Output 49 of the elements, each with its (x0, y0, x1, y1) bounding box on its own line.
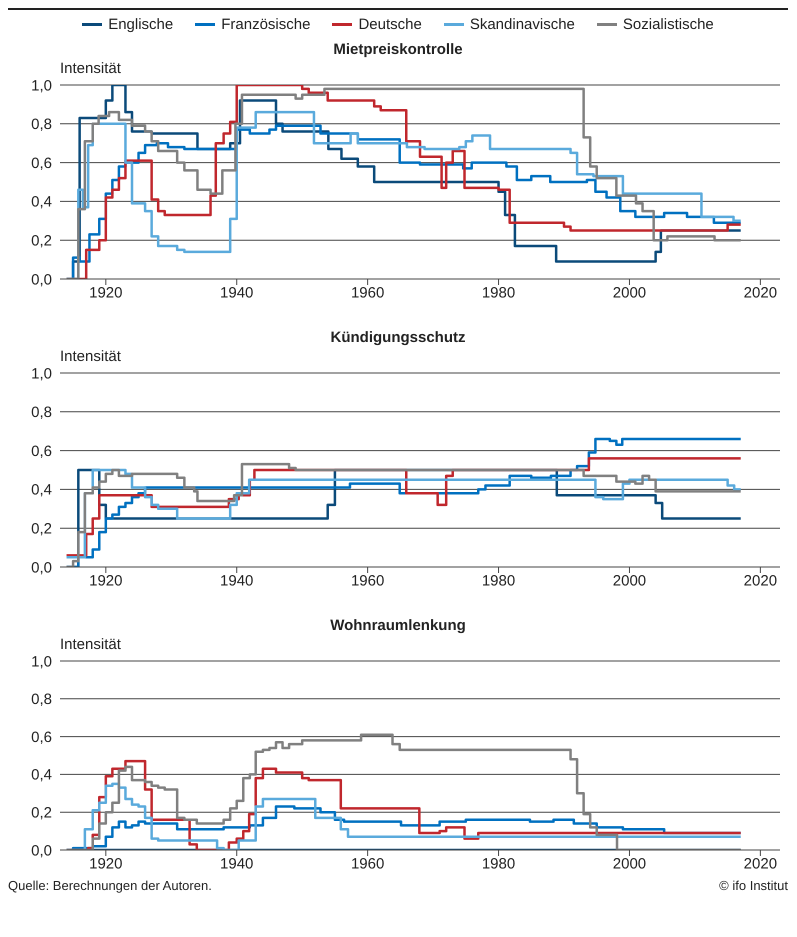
y-axis-title: Intensität (60, 348, 122, 365)
legend-label: Deutsche (358, 16, 422, 33)
x-tick-label: 1920 (89, 284, 123, 302)
x-tick-label: 1960 (350, 572, 384, 590)
x-tick-label: 1920 (89, 572, 123, 590)
legend-label: Englische (108, 16, 174, 33)
y-tick-label: 0,6 (31, 154, 52, 172)
x-tick-label: 1960 (350, 284, 384, 302)
y-tick-label: 0,6 (31, 442, 52, 460)
x-tick-label: 2020 (744, 856, 778, 873)
x-tick-label: 1940 (220, 284, 254, 302)
chart-title: Kündigungsschutz (330, 329, 466, 346)
y-tick-label: 0,8 (31, 691, 52, 708)
y-tick-label: 0,0 (31, 559, 52, 576)
y-tick-label: 1,0 (31, 365, 52, 382)
text: © ifo Institut (719, 878, 788, 893)
y-axis-title: Intensität (60, 636, 122, 653)
y-tick-label: 1,0 (31, 77, 52, 94)
y-tick-label: 0,6 (31, 728, 52, 746)
x-tick-label: 2020 (744, 572, 778, 590)
legend-label: Französische (221, 16, 310, 33)
y-tick-label: 0,4 (31, 766, 52, 784)
legend-label: Sozialistische (622, 16, 714, 33)
y-tick-label: 0,0 (31, 271, 52, 288)
x-tick-label: 1940 (220, 856, 254, 873)
x-tick-label: 1980 (482, 856, 516, 873)
x-tick-label: 1960 (350, 856, 384, 873)
source-note: Quelle: Berechnungen der Autoren. (8, 878, 212, 893)
x-tick-label: 2000 (612, 572, 646, 590)
y-tick-label: 0,2 (31, 232, 52, 250)
y-tick-label: 0,8 (31, 404, 52, 422)
x-tick-label: 1980 (482, 284, 516, 302)
x-tick-label: 2000 (612, 284, 646, 302)
y-tick-label: 0,2 (31, 804, 52, 822)
x-tick-label: 2020 (744, 284, 778, 302)
y-tick-label: 0,4 (31, 482, 52, 499)
x-tick-label: 1940 (220, 572, 254, 590)
chart-title: Mietpreiskontrolle (332, 41, 464, 58)
y-axis-title: Intensität (60, 60, 122, 77)
y-tick-label: 0,0 (31, 842, 52, 860)
legend-label: Skandinavische (470, 16, 575, 33)
y-tick-label: 0,2 (31, 520, 52, 538)
y-tick-label: 1,0 (31, 653, 52, 670)
y-tick-label: 0,8 (31, 116, 52, 134)
x-tick-label: 2000 (612, 856, 646, 873)
chart-title: Wohnraumlenkung (329, 617, 467, 634)
x-tick-label: 1920 (89, 856, 123, 873)
y-tick-label: 0,4 (31, 194, 52, 211)
x-tick-label: 1980 (482, 572, 516, 590)
